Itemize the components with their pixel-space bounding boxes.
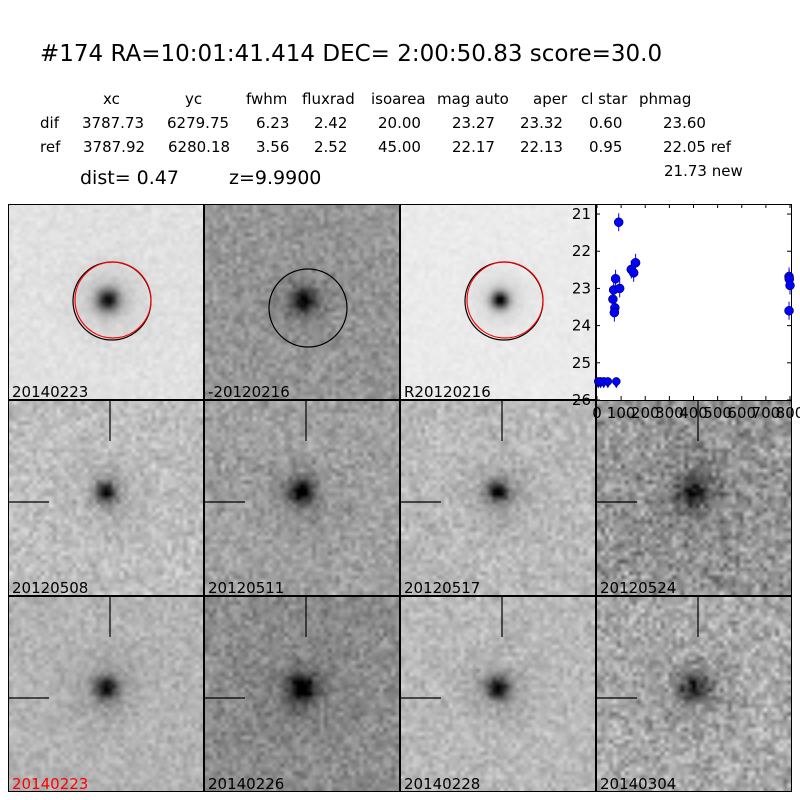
col-header-aper: aper [533,90,568,108]
x-tick-label: 700 [752,404,781,422]
data-point [609,307,620,318]
x-tick-label: 600 [727,404,756,422]
data-point [630,258,641,268]
stamp-date-label: 20120511 [208,579,285,596]
aperture-circle-black [464,261,544,341]
col-header-mag-auto: mag auto [437,90,509,108]
table-cell: 0.60 [589,114,623,132]
stamp-date-label: R20120216 [404,383,491,400]
col-header-yc: yc [185,90,203,108]
data-point [608,294,618,304]
table-cell: 45.00 [378,138,421,156]
data-point [784,305,794,316]
x-tick-label: 800 [776,404,800,422]
image-stamp: 20140223 [8,596,204,792]
stamp-date-label: 20140304 [600,775,677,792]
row-label-dif: dif [40,114,59,132]
image-stamp: 20120508 [8,400,204,596]
data-point [785,280,795,291]
table-cell: 3.56 [256,138,290,156]
image-stamp: 20120524 [596,400,792,596]
stamp-image [401,205,595,399]
table-cell: 23.60 [663,114,706,132]
y-tick-label: 26 [572,391,591,409]
aperture-circle-black [268,268,348,348]
x-tick-label: 200 [631,404,660,422]
col-header-phmag: phmag [639,90,692,108]
stamp-date-label: 20140223 [12,383,89,400]
x-tick-label: 100 [607,404,636,422]
aperture-circle-red [74,261,152,339]
aperture-circle-red [466,261,544,339]
z-value: z=9.9900 [229,167,322,189]
stamp-image [597,401,791,595]
stamp-date-label: 20120508 [12,579,89,596]
table-cell: 23.32 [520,114,563,132]
stamp-image [9,205,203,399]
table-cell: 0.95 [589,138,623,156]
col-header-fluxrad: fluxrad [302,90,355,108]
data-point [628,268,639,278]
row-label-ref: ref [40,138,61,156]
image-stamp: 20140226 [204,596,400,792]
table-cell: 6279.75 [167,114,230,132]
dist-value: dist= 0.47 [80,167,179,189]
stamp-date-label: 20140228 [404,775,481,792]
x-tick-label: 500 [703,404,732,422]
table-cell: 3787.92 [83,138,146,156]
col-header-isoarea: isoarea [371,90,426,108]
stamp-image [401,401,595,595]
data-point [614,283,625,294]
stamp-image [205,401,399,595]
x-tick-label: 0 [592,404,602,422]
data-point [613,217,624,227]
y-tick-label: 24 [572,317,591,335]
image-stamp: 20120511 [204,400,400,596]
table-cell: 23.27 [452,114,495,132]
stamp-image [205,597,399,791]
phmag-new: 21.73 new [664,162,743,180]
stamp-date-label: 20120524 [600,579,677,596]
table-cell: 22.13 [520,138,563,156]
stamp-date-label: 20140226 [208,775,285,792]
table-cell: 6.23 [256,114,290,132]
y-tick-label: 25 [572,354,591,372]
plot-frame [596,204,792,401]
upper-limit-point [603,377,613,386]
stamp-date-label: 20120517 [404,579,481,596]
stamp-image [205,205,399,399]
image-stamp: R20120216 [400,204,596,400]
page-title: #174 RA=10:01:41.414 DEC= 2:00:50.83 sco… [40,41,663,67]
stamp-date-label: -20120216 [208,383,290,400]
image-stamp: 20140228 [400,596,596,792]
x-tick-label: 300 [655,404,684,422]
col-header-fwhm: fwhm [246,90,288,108]
stamp-date-label: 20140223 [12,775,89,792]
table-cell: 2.42 [314,114,348,132]
stamp-image [597,597,791,791]
table-cell: 20.00 [378,114,421,132]
aperture-circle-black [72,261,152,341]
table-cell: 2.52 [314,138,348,156]
y-tick-label: 21 [572,205,591,223]
image-stamp: 20120517 [400,400,596,596]
table-cell: 6280.18 [168,138,231,156]
image-stamp: 20140223 [8,204,204,400]
table-cell: 22.17 [452,138,495,156]
y-tick-label: 22 [572,242,591,260]
y-tick-label: 23 [572,279,591,297]
table-cell: 3787.73 [82,114,145,132]
table-cell: 22.05 ref [663,138,732,156]
image-stamp: 20140304 [596,596,792,792]
x-tick-label: 400 [679,404,708,422]
stamp-image [9,401,203,595]
stamp-image [9,597,203,791]
upper-limit-point [612,377,621,386]
data-point [610,274,621,284]
stamp-image [401,597,595,791]
col-header-xc: xc [103,90,120,108]
image-stamp: -20120216 [204,204,400,400]
col-header-cl-star: cl star [581,90,628,108]
